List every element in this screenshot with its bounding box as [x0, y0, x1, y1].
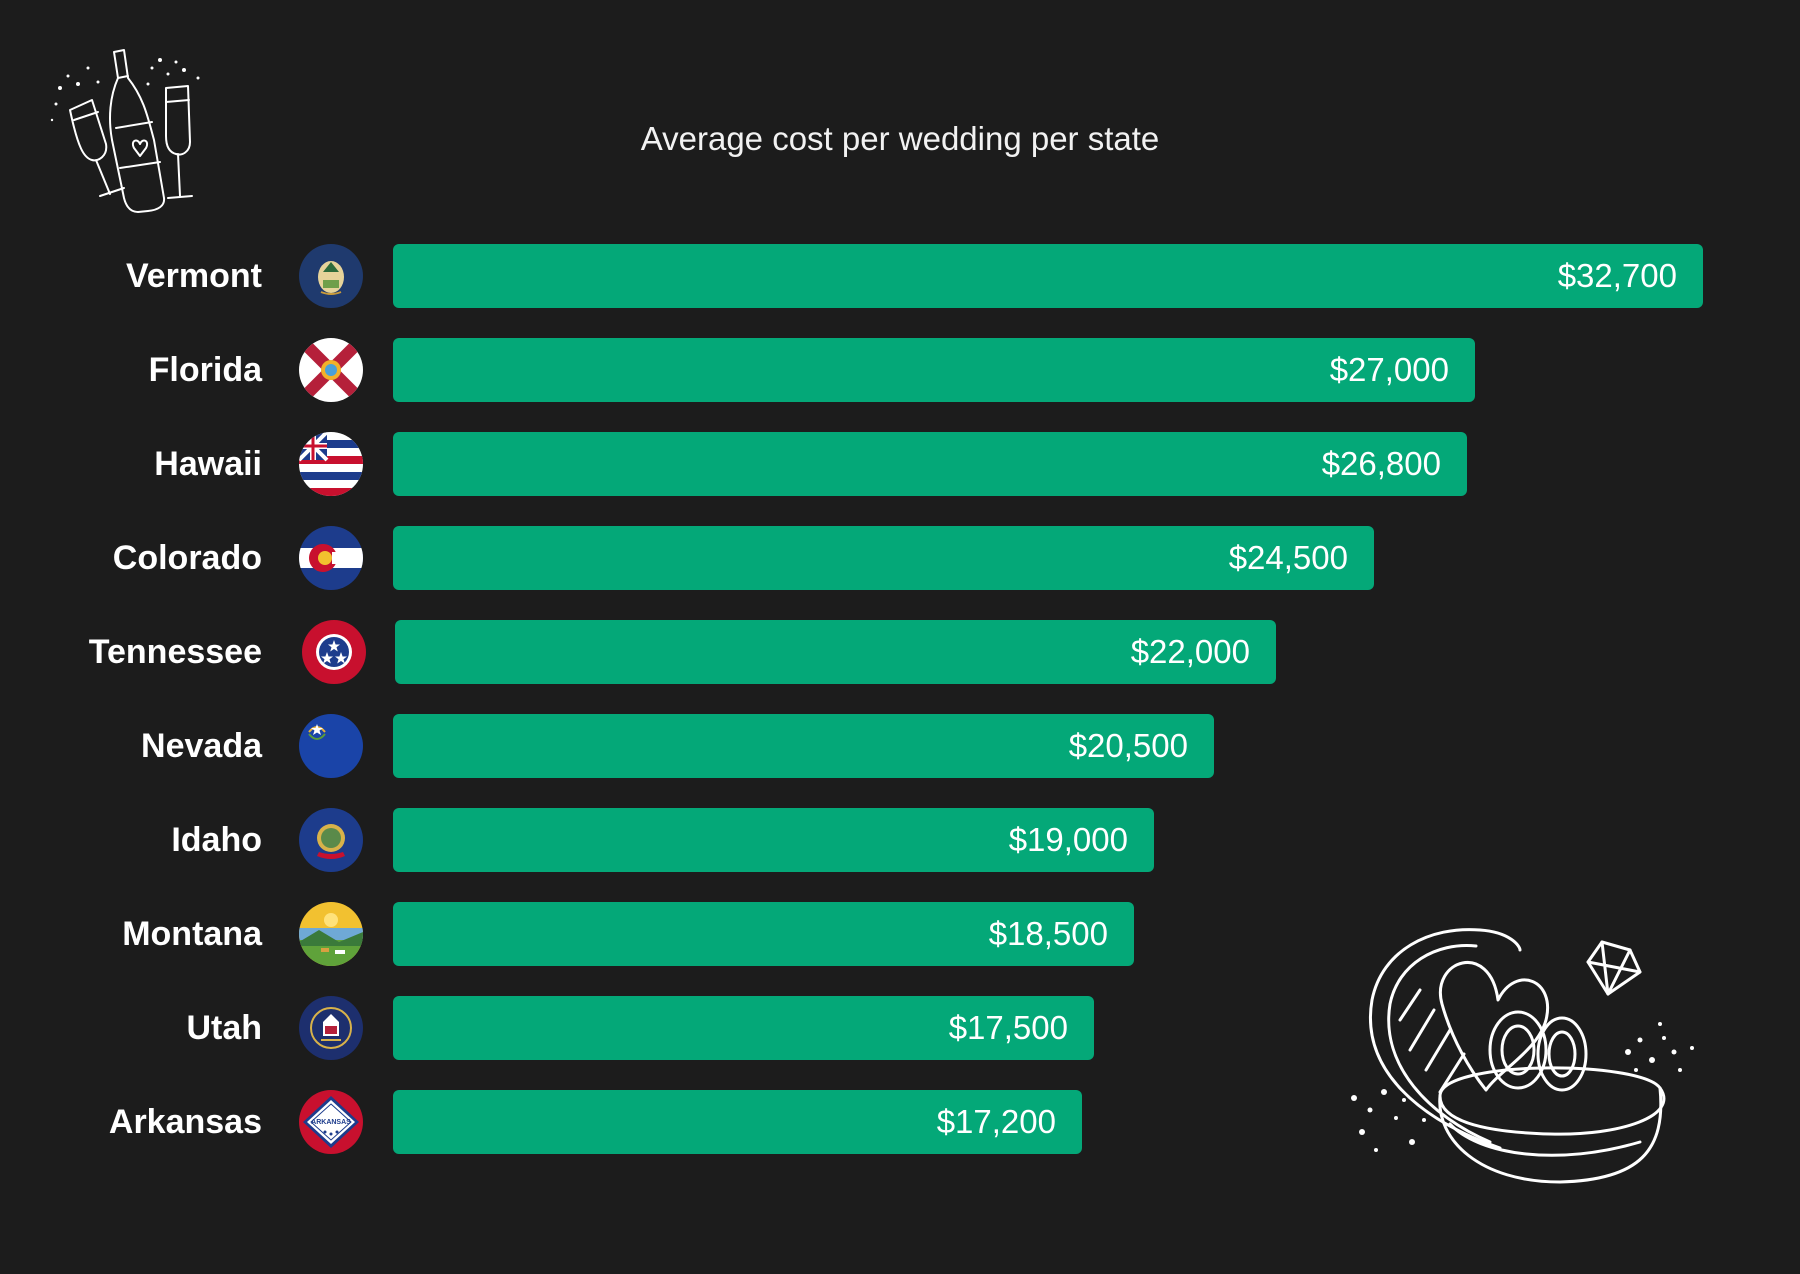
arkansas-flag-icon: ARKANSAS: [299, 1090, 363, 1154]
bar-value-label: $26,800: [1321, 445, 1441, 482]
idaho-flag-icon: [299, 808, 363, 872]
bar: [393, 338, 1475, 402]
bar-value-label: $22,000: [1130, 633, 1250, 670]
category-label: Colorado: [112, 539, 262, 577]
hawaii-flag-icon: [299, 432, 363, 496]
colorado-flag-icon: [299, 526, 363, 590]
bar: [393, 244, 1703, 308]
category-label: Hawaii: [154, 445, 262, 483]
category-label: Tennessee: [88, 633, 262, 671]
bar: [393, 808, 1154, 872]
champagne-icon: [50, 49, 200, 213]
bar-value-label: $18,500: [988, 915, 1108, 952]
category-label: Florida: [148, 351, 262, 389]
bar: [395, 620, 1276, 684]
category-label: Utah: [186, 1009, 262, 1047]
bar: [393, 432, 1467, 496]
category-label: Vermont: [125, 257, 262, 295]
bar-value-label: $19,000: [1008, 821, 1128, 858]
arkansas-flag-text: ARKANSAS: [311, 1119, 351, 1126]
ring-box-icon: [1351, 928, 1694, 1184]
category-label: Montana: [122, 915, 262, 953]
category-label: Nevada: [141, 727, 262, 765]
bar: [393, 526, 1374, 590]
category-label: Arkansas: [108, 1103, 262, 1141]
utah-flag-icon: [299, 996, 363, 1060]
bar-value-label: $24,500: [1228, 539, 1348, 576]
bar-value-label: $17,500: [948, 1009, 1068, 1046]
vermont-flag-icon: [299, 244, 363, 308]
bar-value-label: $20,500: [1068, 727, 1188, 764]
bar-value-label: $32,700: [1557, 257, 1677, 294]
nevada-flag-icon: [299, 714, 363, 778]
bar: [393, 1090, 1082, 1154]
montana-flag-icon: [299, 902, 363, 966]
tennessee-flag-icon: [302, 620, 366, 684]
chart-title: Average cost per wedding per state: [640, 120, 1160, 157]
bar-value-label: $17,200: [936, 1103, 1056, 1140]
category-label: Idaho: [171, 821, 262, 859]
bar: [393, 902, 1134, 966]
bar-value-label: $27,000: [1329, 351, 1449, 388]
bar: [393, 996, 1094, 1060]
bar: [393, 714, 1214, 778]
florida-flag-icon: [299, 338, 363, 402]
